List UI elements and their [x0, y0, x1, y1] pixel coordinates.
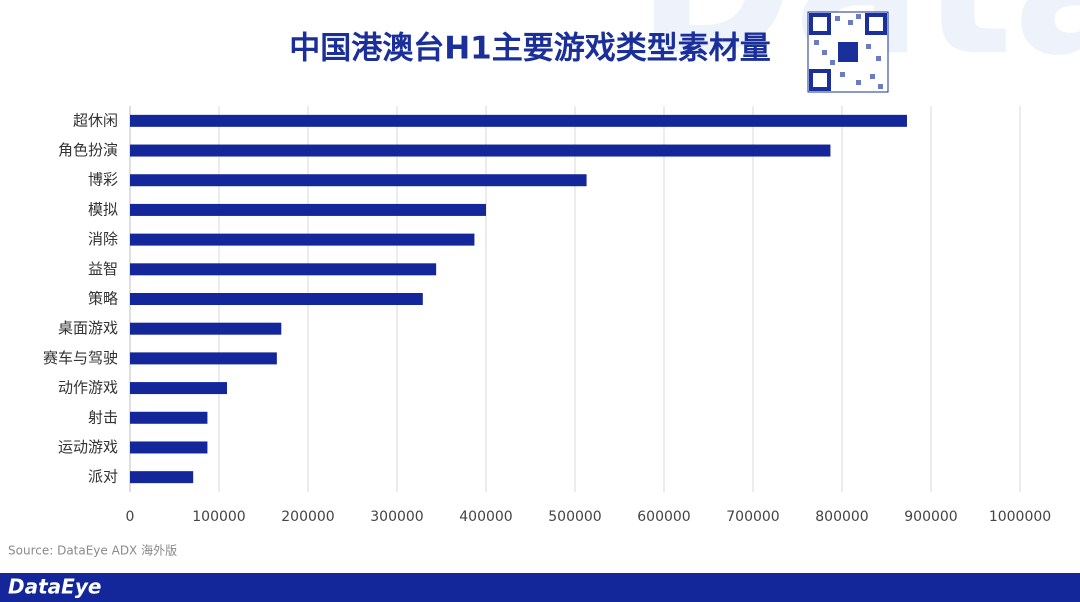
y-tick-label: 动作游戏 [58, 379, 118, 397]
qr-code [807, 11, 889, 93]
y-tick-label: 模拟 [88, 200, 118, 218]
bar [130, 144, 831, 157]
y-tick-label: 策略 [88, 290, 118, 308]
x-tick-label: 700000 [726, 509, 779, 525]
chart-title: 中国港澳台H1主要游戏类型素材量 [289, 31, 771, 67]
bar [130, 293, 423, 305]
y-tick-label: 博彩 [88, 171, 118, 189]
bar [130, 382, 228, 395]
bar [130, 471, 194, 484]
y-tick-label: 运动游戏 [58, 438, 118, 456]
y-tick-label: 派对 [88, 468, 118, 486]
bar [130, 233, 475, 246]
y-tick-label: 角色扮演 [58, 141, 118, 159]
y-tick-label: 益智 [88, 260, 118, 278]
bar [130, 411, 208, 424]
bar [130, 203, 486, 216]
bar [130, 352, 277, 365]
x-tick-label: 100000 [192, 509, 245, 525]
bar [130, 114, 907, 127]
x-tick-label: 900000 [904, 509, 957, 525]
bar [130, 263, 437, 276]
x-tick-label: 500000 [548, 509, 601, 525]
x-tick-label: 300000 [370, 509, 423, 525]
y-tick-label: 射击 [88, 408, 118, 426]
x-tick-label: 600000 [637, 509, 690, 525]
source: Source: DataEye ADX 海外版 [8, 543, 177, 558]
y-tick-label: 桌面游戏 [58, 319, 118, 337]
bar [130, 174, 587, 187]
x-tick-label: 800000 [815, 509, 868, 525]
x-tick-label: 0 [126, 509, 135, 525]
brand: DataEye [8, 575, 101, 599]
y-tick-label: 赛车与驾驶 [43, 349, 118, 367]
x-tick-label: 400000 [459, 509, 512, 525]
x-tick-label: 1000000 [989, 509, 1051, 525]
x-tick-label: 200000 [281, 509, 334, 525]
bar [130, 441, 208, 454]
bar [130, 322, 282, 335]
y-tick-label: 超休闲 [73, 111, 118, 129]
y-tick-label: 消除 [88, 230, 118, 248]
footer-bar [0, 573, 1080, 602]
